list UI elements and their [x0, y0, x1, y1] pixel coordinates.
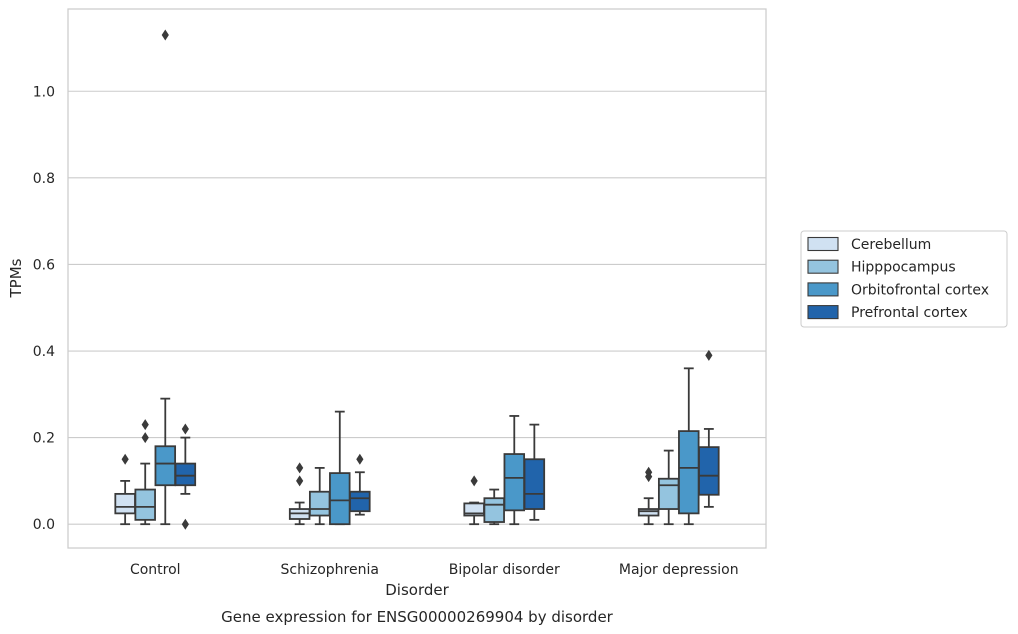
legend-label: Orbitofrontal cortex	[851, 282, 989, 298]
y-tick-label: 1.0	[33, 84, 55, 100]
outlier-point	[645, 466, 653, 478]
y-tick-label: 0.8	[33, 171, 55, 187]
outlier-point	[296, 462, 304, 474]
box-1-1	[308, 467, 331, 526]
legend-swatch	[807, 282, 839, 297]
box-0-1	[288, 462, 311, 526]
box-body	[329, 472, 351, 526]
x-tick-labels: Control Schizophrenia Bipolar disorder Majo…	[130, 562, 739, 578]
outlier-point	[181, 518, 189, 530]
box-body	[308, 490, 331, 517]
box-body	[154, 445, 177, 487]
box-body	[483, 497, 505, 523]
legend-label: Prefrontal cortex	[851, 305, 968, 321]
box-body	[503, 453, 526, 512]
box-3-1	[349, 453, 371, 516]
y-tick-labels: 0.0 0.2 0.4 0.6 0.8 1.0	[33, 84, 55, 533]
legend-label: Cerebellum	[851, 237, 931, 253]
y-axis-label: TPMs	[7, 258, 25, 298]
outlier-point	[356, 453, 364, 465]
legend-item: Cerebellum	[807, 236, 931, 253]
chart-title: Gene expression for ENSG00000269904 by d…	[221, 608, 614, 626]
box-body	[523, 458, 546, 510]
y-tick-label: 0.4	[33, 344, 55, 360]
box-3-2	[523, 423, 546, 521]
legend-swatch	[807, 259, 839, 274]
outlier-point	[121, 453, 129, 465]
box-0-2	[463, 475, 485, 526]
x-tick-label: Major depression	[619, 562, 739, 578]
y-tick-label: 0.2	[33, 431, 55, 447]
box-body	[698, 446, 720, 496]
box-body	[657, 477, 680, 510]
box-1-0	[134, 419, 156, 526]
legend-item: Prefrontal cortex	[807, 305, 968, 321]
box-0-0	[114, 453, 136, 526]
box-body	[678, 430, 700, 515]
outlier-point	[705, 349, 713, 361]
outlier-point	[181, 423, 189, 435]
outlier-point	[141, 432, 149, 444]
box-3-0	[174, 423, 197, 530]
outlier-point	[161, 29, 169, 41]
legend: Cerebellum Hipppocampus Orbitofrontal cort…	[800, 230, 1008, 328]
legend-swatch	[807, 236, 839, 252]
y-tick-label: 0.0	[33, 517, 55, 533]
legend-item: Orbitofrontal cortex	[807, 282, 989, 298]
x-tick-label: Schizophrenia	[281, 562, 379, 578]
box-2-0	[154, 29, 177, 526]
outlier-point	[296, 475, 304, 487]
x-axis-label: Disorder	[385, 581, 449, 599]
box-0-3	[637, 466, 660, 526]
y-tick-label: 0.6	[33, 257, 55, 273]
box-1-3	[657, 449, 680, 526]
outlier-point	[141, 419, 149, 431]
x-tick-label: Bipolar disorder	[449, 562, 560, 578]
box-series	[114, 29, 720, 530]
box-2-1	[329, 410, 351, 526]
box-body	[349, 490, 371, 513]
legend-swatch	[807, 305, 839, 320]
box-body	[637, 508, 660, 517]
box-1-2	[483, 488, 505, 526]
box-2-2	[503, 415, 526, 526]
x-tick-label: Control	[130, 562, 181, 578]
legend-frame	[800, 230, 1008, 328]
box-body	[114, 492, 136, 515]
legend-item: Hipppocampus	[807, 259, 956, 276]
box-body	[134, 488, 156, 521]
box-2-3	[678, 367, 700, 526]
box-body	[174, 462, 197, 487]
box-3-3	[698, 349, 720, 508]
legend-label: Hipppocampus	[851, 260, 956, 276]
outlier-point	[470, 475, 478, 487]
plot-frame	[67, 8, 767, 549]
